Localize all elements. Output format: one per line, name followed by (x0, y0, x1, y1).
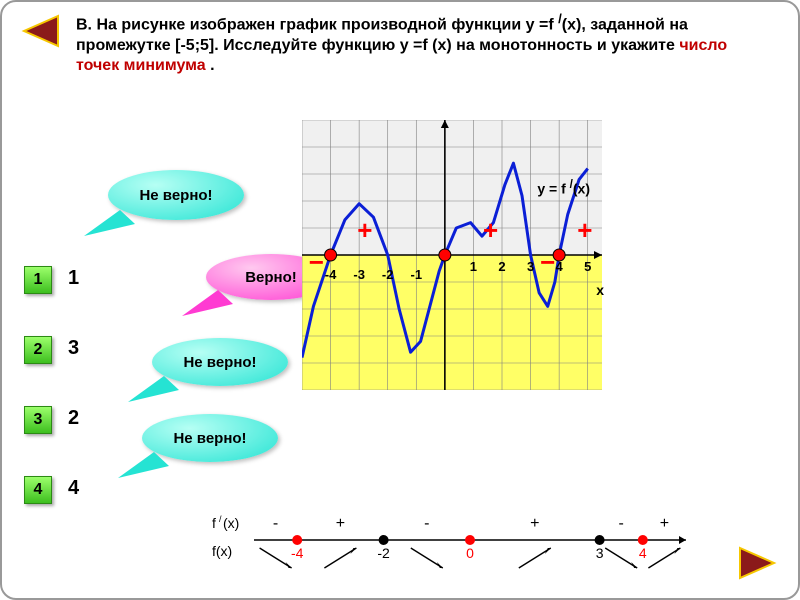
option-row: 11 (24, 266, 52, 294)
bubble-text: Не верно! (139, 187, 212, 204)
svg-text:f: f (212, 515, 216, 531)
svg-text:-2: -2 (382, 267, 394, 282)
sign-line-svg: f/(x)f(x)-4-2034-+-+-+ (206, 506, 706, 576)
bubble-tail-icon (114, 442, 174, 482)
chart-label-part2: (x) (573, 181, 590, 197)
option-row: 32 (24, 406, 52, 434)
bubble-text: Верно! (245, 269, 297, 286)
svg-text:/: / (219, 514, 222, 524)
chart-label-part1: y = f (537, 181, 569, 197)
chevron-right-icon (740, 548, 774, 578)
sign-line-diagram: f/(x)f(x)-4-2034-+-+-+ (206, 506, 706, 576)
option-button-3[interactable]: 3 (24, 406, 52, 434)
feedback-bubble: Не верно! (108, 170, 244, 220)
svg-text:-1: -1 (411, 267, 423, 282)
svg-text:−: − (540, 247, 555, 277)
option-button-1[interactable]: 1 (24, 266, 52, 294)
svg-text:-: - (424, 515, 429, 532)
svg-text:−: − (309, 247, 324, 277)
svg-text:+: + (357, 215, 372, 245)
svg-text:-4: -4 (325, 267, 337, 282)
svg-text:-4: -4 (291, 545, 304, 561)
svg-text:-2: -2 (377, 545, 390, 561)
svg-text:-: - (619, 515, 624, 532)
bubble-tail-icon (80, 200, 140, 240)
svg-text:+: + (660, 515, 669, 532)
derivative-chart: -4-3-2-112345 −++−+ y = f /(x) x (302, 120, 602, 390)
svg-text:f(x): f(x) (212, 543, 232, 559)
chart-svg: -4-3-2-112345 −++−+ (302, 120, 602, 390)
question-text: В. На рисунке изображен график производн… (76, 10, 738, 77)
svg-text:1: 1 (470, 259, 477, 274)
svg-text:(x): (x) (223, 515, 239, 531)
feedback-bubble: Не верно! (152, 338, 288, 386)
option-label: 4 (68, 477, 79, 500)
option-label: 2 (68, 407, 79, 430)
question-end: . (206, 57, 215, 74)
svg-text:+: + (483, 215, 498, 245)
option-row: 44 (24, 476, 52, 504)
svg-text:4: 4 (556, 259, 564, 274)
bubble-tail-icon (124, 366, 184, 406)
bubble-text: Не верно! (183, 354, 256, 371)
svg-text:-: - (273, 515, 278, 532)
option-label: 3 (68, 337, 79, 360)
chart-function-label: y = f /(x) (537, 178, 590, 197)
svg-text:5: 5 (584, 259, 591, 274)
svg-text:3: 3 (527, 259, 534, 274)
svg-text:3: 3 (596, 545, 604, 561)
feedback-bubble: Не верно! (142, 414, 278, 462)
option-row: 23 (24, 336, 52, 364)
option-button-2[interactable]: 2 (24, 336, 52, 364)
bubble-text: Не верно! (173, 430, 246, 447)
bubble-tail-icon (178, 280, 238, 320)
svg-text:+: + (577, 215, 592, 245)
svg-text:-3: -3 (353, 267, 365, 282)
svg-text:+: + (530, 515, 539, 532)
chevron-left-icon (24, 16, 58, 46)
svg-text:+: + (336, 515, 345, 532)
svg-text:0: 0 (466, 545, 474, 561)
question-prefix: В. На рисунке изображен график производн… (76, 16, 558, 33)
nav-back-button[interactable] (20, 14, 60, 48)
svg-text:2: 2 (498, 259, 505, 274)
svg-text:4: 4 (639, 545, 647, 561)
option-button-4[interactable]: 4 (24, 476, 52, 504)
option-label: 1 (68, 267, 79, 290)
nav-fwd-button[interactable] (738, 546, 778, 580)
x-axis-label: x (596, 282, 604, 298)
slide-frame: В. На рисунке изображен график производн… (0, 0, 800, 600)
